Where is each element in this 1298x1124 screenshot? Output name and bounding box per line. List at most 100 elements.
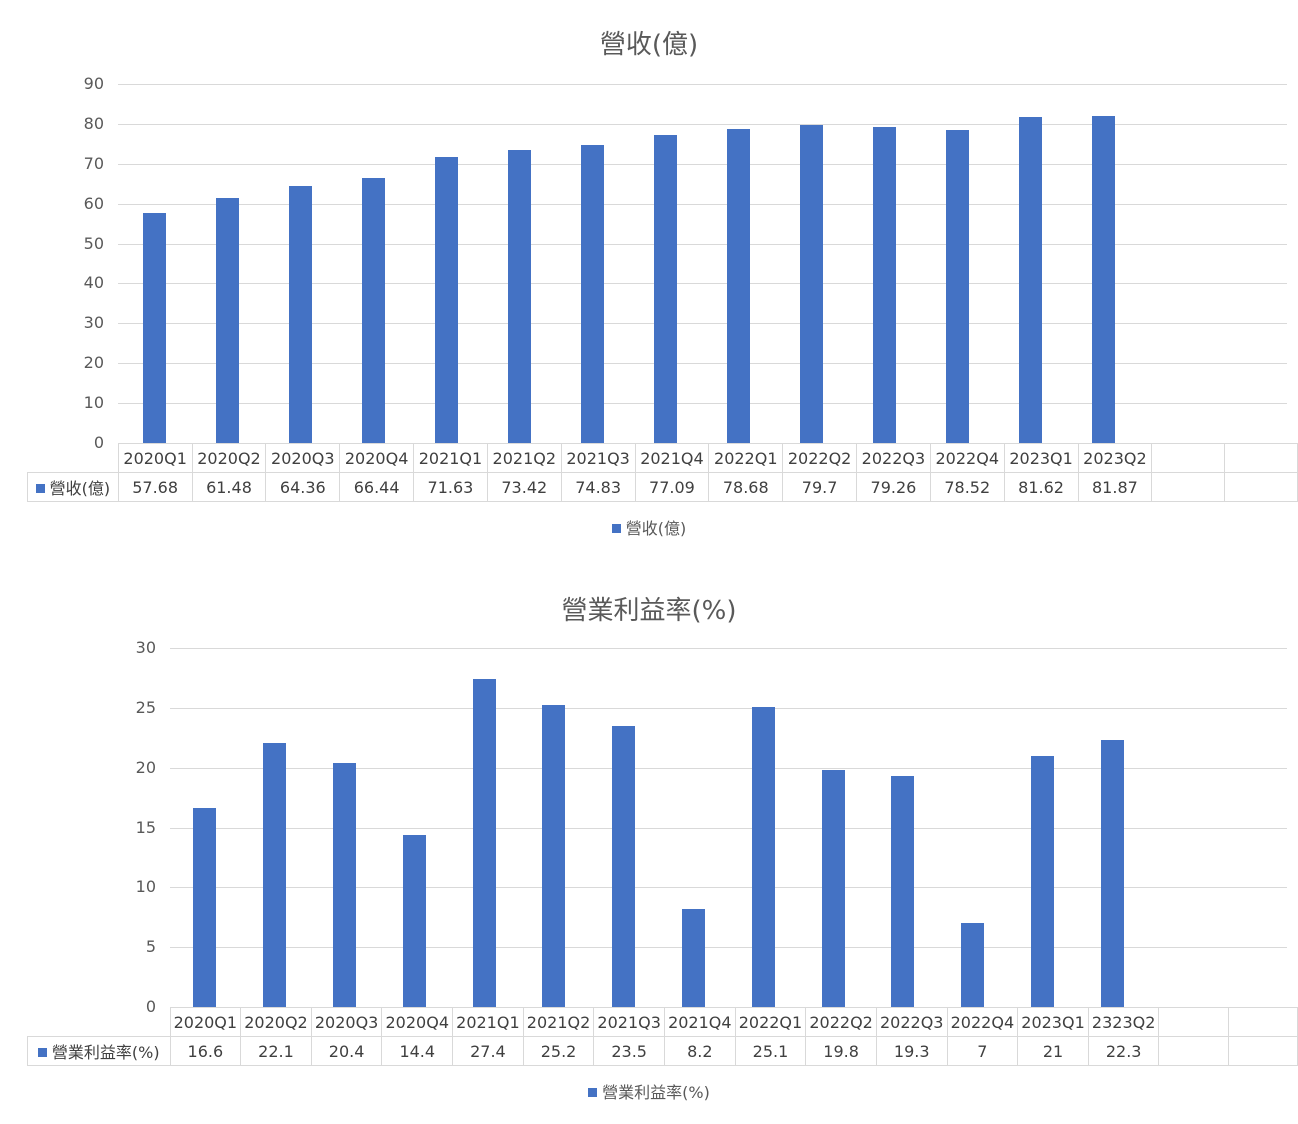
bar[interactable] [1100, 740, 1124, 1007]
table-header-row: 2020Q1 2020Q2 2020Q3 2020Q4 2021Q1 2021Q2 2021… [27, 443, 1298, 473]
category-cell: 2021Q4 [634, 443, 710, 473]
category-cell: 2020Q2 [240, 1007, 312, 1037]
category-cell: 2023Q2 [1077, 443, 1153, 473]
bar[interactable] [1031, 755, 1054, 1007]
y-tick-label: 50 [83, 233, 104, 253]
bar[interactable] [263, 742, 287, 1007]
value-cell: 81.62 [1003, 472, 1079, 502]
category-cell: 2022Q1 [708, 443, 784, 473]
gridline [118, 203, 1287, 205]
value-cell: 81.87 [1077, 472, 1153, 502]
legend-key-icon [35, 484, 45, 493]
y-tick-label: 40 [83, 273, 104, 293]
category-cell: 2021Q3 [560, 443, 636, 473]
bar[interactable] [873, 126, 896, 443]
value-cell: 16.6 [169, 1036, 242, 1066]
category-cell: 2022Q3 [856, 443, 931, 473]
value-cell: 78.68 [708, 472, 784, 502]
category-cell: 2020Q2 [191, 443, 267, 473]
gridline [118, 283, 1287, 285]
value-cell: 25.1 [734, 1036, 807, 1066]
data-table: 2020Q1 2020Q2 2020Q3 2020Q4 2021Q1 2021Q2 2021… [27, 443, 1298, 502]
value-cell: 23.5 [593, 1036, 665, 1066]
bar[interactable] [472, 679, 496, 1007]
bar[interactable] [1092, 116, 1115, 443]
bar[interactable] [961, 923, 985, 1007]
value-cell: 71.63 [413, 472, 488, 502]
value-cell: 78.52 [929, 472, 1005, 502]
value-cell: 8.2 [664, 1036, 736, 1066]
y-tick-label: 10 [83, 393, 104, 413]
bar[interactable] [362, 177, 385, 443]
legend-label: 營業利益率(%) [602, 1083, 710, 1102]
category-cell: 2020Q1 [169, 1007, 242, 1037]
y-tick-label: 70 [83, 153, 104, 173]
table-row: 營業利益率(%) 16.6 22.1 20.4 14.4 27.4 25.2 23.5 8.2… [27, 1036, 1298, 1066]
y-tick-label: 20 [135, 757, 156, 777]
bar[interactable] [946, 129, 969, 443]
bar[interactable] [289, 186, 312, 443]
y-tick-label: 90 [83, 74, 104, 93]
value-cell: 77.09 [634, 472, 710, 502]
chart-title: 營業利益率(%) [561, 596, 737, 626]
y-tick-label: 0 [93, 433, 104, 452]
gridline [170, 707, 1287, 709]
legend[interactable]: 營業利益率(%) [0, 1079, 1298, 1103]
series-label-cell: 營業利益率(%) [27, 1036, 171, 1066]
gridline [118, 363, 1287, 365]
bar[interactable] [435, 157, 458, 443]
bar[interactable] [402, 834, 426, 1007]
legend-key-icon [611, 524, 621, 533]
category-cell: 2020Q3 [310, 1007, 383, 1037]
category-cell: 2023Q1 [1017, 1007, 1089, 1037]
category-cell: 2021Q3 [593, 1007, 665, 1037]
revenue-chart: 營收(億) 0 10 20 30 40 50 60 70 80 90 2020Q1 2020Q2 20… [0, 0, 1298, 560]
legend-key-icon [588, 1088, 598, 1097]
y-tick-label: 30 [83, 313, 104, 333]
gridline [118, 403, 1287, 405]
bar[interactable] [751, 706, 775, 1007]
category-cell [1227, 1007, 1298, 1037]
category-cell: 2021Q1 [452, 1007, 524, 1037]
gridline [118, 123, 1287, 125]
category-cell: 2021Q1 [413, 443, 488, 473]
bar[interactable] [542, 705, 566, 1007]
table-header-row: 2020Q1 2020Q2 2020Q3 2020Q4 2021Q1 2021Q2 2021… [27, 1007, 1298, 1037]
bar[interactable] [654, 135, 677, 443]
gridline [170, 827, 1287, 829]
gridline [170, 887, 1287, 889]
gridline [118, 163, 1287, 165]
series-label-cell: 營收(億) [27, 472, 119, 502]
legend-label: 營收(億) [625, 519, 687, 538]
bar[interactable] [581, 144, 604, 443]
y-tick-label: 10 [135, 877, 156, 897]
category-cell [1158, 1007, 1229, 1037]
bar[interactable] [508, 150, 531, 443]
bar[interactable] [143, 212, 166, 443]
legend[interactable]: 營收(億) [0, 515, 1298, 539]
bar[interactable] [612, 725, 636, 1007]
bar[interactable] [216, 197, 239, 443]
bar[interactable] [333, 762, 356, 1007]
bar[interactable] [821, 770, 845, 1007]
bar[interactable] [1019, 117, 1042, 443]
value-cell [1224, 472, 1298, 502]
value-cell: 14.4 [381, 1036, 454, 1066]
y-tick-label: 30 [135, 638, 156, 657]
bar[interactable] [727, 129, 750, 443]
value-cell: 73.42 [486, 472, 562, 502]
y-tick-label: 25 [135, 697, 156, 717]
bar[interactable] [193, 808, 217, 1007]
bar[interactable] [891, 776, 915, 1007]
value-cell [1227, 1036, 1298, 1066]
category-cell: 2022Q2 [805, 1007, 877, 1037]
value-cell: 74.83 [560, 472, 636, 502]
value-cell: 19.3 [875, 1036, 948, 1066]
value-cell: 79.26 [856, 472, 931, 502]
chart-title: 營收(億) [599, 30, 699, 60]
value-cell: 64.36 [265, 472, 341, 502]
bar[interactable] [682, 908, 705, 1007]
bar[interactable] [800, 125, 823, 443]
category-cell: 2020Q1 [117, 443, 193, 473]
